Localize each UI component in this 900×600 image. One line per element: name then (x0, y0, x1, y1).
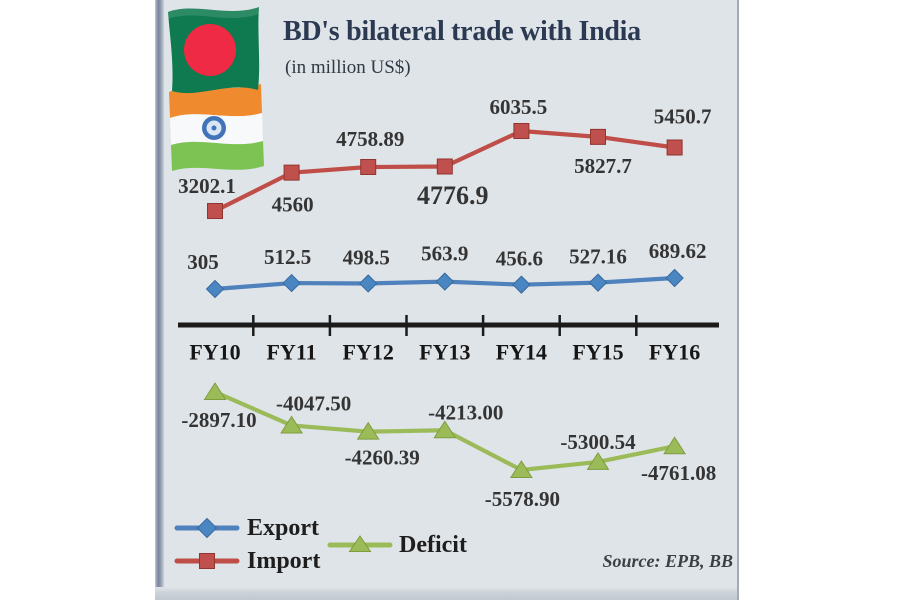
panel-right-edge (737, 0, 739, 600)
source-note: Source: EPB, BB (602, 551, 733, 571)
panel-bottom-bevel (155, 587, 739, 600)
chart-title: BD's bilateral trade with India (283, 16, 641, 47)
chart-panel (155, 0, 739, 600)
chart-subtitle: (in million US$) (285, 57, 411, 78)
panel-left-bevel (155, 0, 164, 600)
